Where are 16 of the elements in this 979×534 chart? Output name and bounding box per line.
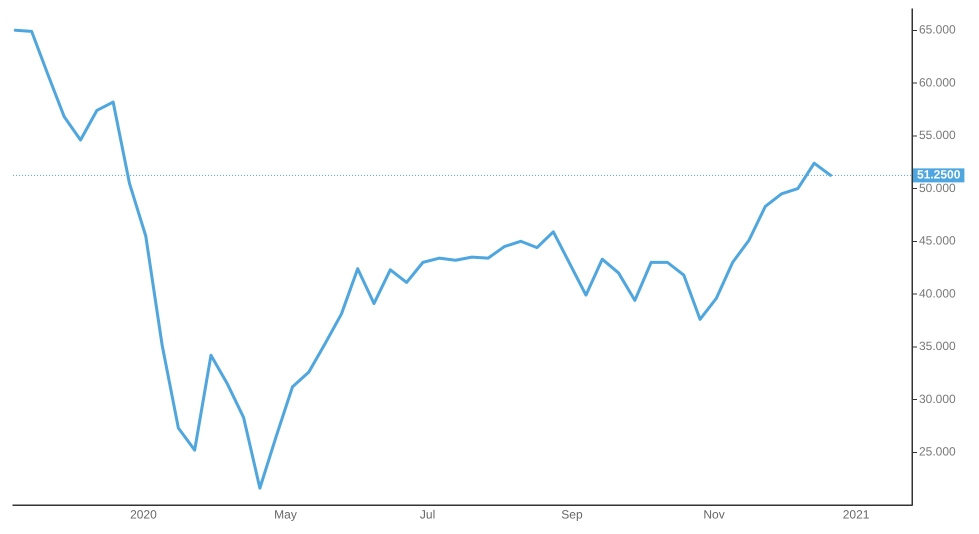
y-tick-label: 30.000 — [919, 392, 956, 406]
y-tick-label: 55.000 — [919, 128, 956, 142]
y-tick-label: 35.000 — [919, 339, 956, 354]
x-tick-label: 2021 — [842, 508, 870, 522]
x-tick-label: Jul — [420, 508, 436, 522]
y-tick-label: 60.000 — [919, 75, 956, 90]
y-tick-label: 25.000 — [919, 444, 956, 459]
x-tick-label: Sep — [561, 508, 583, 522]
y-tick-label: 40.000 — [919, 286, 956, 300]
y-tick-label: 45.000 — [919, 234, 956, 248]
y-tick-label: 65.000 — [919, 22, 956, 37]
x-tick-label: 2020 — [130, 508, 158, 522]
x-tick-label: Nov — [703, 508, 725, 522]
ref-line-label: 51.2500 — [917, 168, 961, 182]
x-tick-label: May — [274, 508, 297, 522]
y-tick-label: 50.000 — [919, 180, 956, 195]
